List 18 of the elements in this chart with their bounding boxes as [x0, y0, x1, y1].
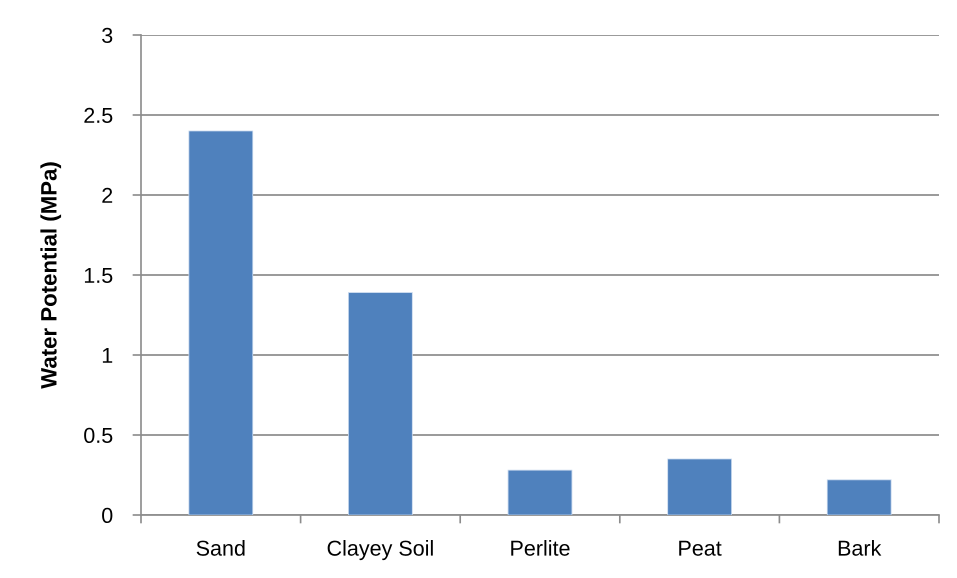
- y-tick-label: 2: [102, 188, 112, 203]
- x-tick-label: Perlite: [511, 540, 570, 556]
- y-axis-title: Water Potential (MPa): [40, 162, 62, 389]
- x-tick-label: Sand: [196, 540, 245, 556]
- bar: [188, 130, 254, 515]
- y-tick-label: 1.5: [84, 268, 112, 284]
- y-tick-label: 2.5: [84, 108, 112, 124]
- bar: [667, 458, 732, 515]
- y-tick-label: 3: [102, 28, 112, 44]
- y-tick-label: 0.5: [84, 428, 112, 444]
- x-tick-label: Peat: [679, 540, 722, 556]
- bar: [348, 292, 413, 515]
- x-tick-label: Clayey Soil: [328, 540, 433, 560]
- bar: [826, 479, 892, 515]
- y-tick-label: 1: [102, 348, 112, 363]
- bar: [508, 470, 572, 515]
- x-tick-label: Bark: [838, 540, 882, 556]
- y-tick-label: 0: [102, 508, 112, 524]
